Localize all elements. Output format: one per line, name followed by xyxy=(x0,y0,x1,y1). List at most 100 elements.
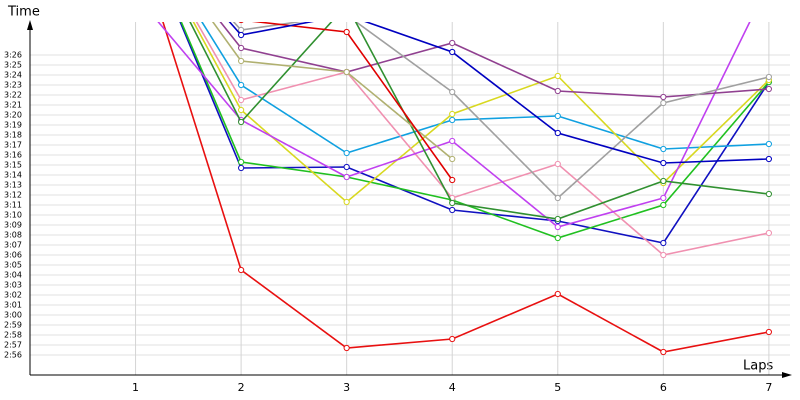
point xyxy=(238,266,245,274)
x-tick-label: 2 xyxy=(238,381,245,394)
x-axis-label: Laps xyxy=(743,359,773,374)
point xyxy=(660,177,667,185)
point xyxy=(343,68,350,76)
point xyxy=(765,155,772,163)
x-tick-label: 1 xyxy=(132,381,139,394)
y-tick-label: 3:26 xyxy=(4,51,22,60)
point xyxy=(554,160,561,168)
point xyxy=(344,2,349,7)
point xyxy=(660,348,667,356)
series-line xyxy=(251,22,453,181)
point xyxy=(660,99,667,107)
point xyxy=(449,199,456,207)
y-tick-label: 2:58 xyxy=(4,331,22,340)
point xyxy=(660,145,667,153)
point xyxy=(765,73,772,81)
y-tick-label: 3:13 xyxy=(4,181,22,190)
point xyxy=(238,96,245,104)
y-tick-label: 3:12 xyxy=(4,191,22,200)
y-tick-label: 2:57 xyxy=(4,341,22,350)
point xyxy=(343,28,350,36)
x-tick-label: 3 xyxy=(343,381,350,394)
point xyxy=(765,328,772,336)
y-tick-label: 3:05 xyxy=(4,261,22,270)
y-tick-label: 3:23 xyxy=(4,81,22,90)
point xyxy=(238,31,245,39)
point xyxy=(449,48,456,56)
point xyxy=(660,201,667,209)
point xyxy=(238,22,244,24)
point xyxy=(554,223,561,231)
y-tick-label: 3:02 xyxy=(4,291,22,300)
point xyxy=(660,194,667,202)
y-tick-label: 3:19 xyxy=(4,121,22,130)
point xyxy=(554,129,561,137)
y-tick-label: 3:25 xyxy=(4,61,22,70)
y-tick-label: 3:07 xyxy=(4,241,22,250)
y-tick-label: 2:56 xyxy=(4,351,22,360)
y-tick-label: 3:10 xyxy=(4,211,22,220)
y-tick-label: 3:15 xyxy=(4,161,22,170)
series-line xyxy=(211,22,453,160)
point xyxy=(554,290,561,298)
point xyxy=(765,140,772,148)
point xyxy=(660,239,667,247)
y-tick-label: 3:20 xyxy=(4,111,22,120)
point xyxy=(660,159,667,167)
y-tick-label: 3:08 xyxy=(4,231,22,240)
point xyxy=(343,198,350,206)
y-tick-label: 3:03 xyxy=(4,281,22,290)
point xyxy=(765,190,772,198)
point xyxy=(238,118,245,126)
y-tick-label: 3:14 xyxy=(4,171,22,180)
y-tick-label: 3:04 xyxy=(4,271,22,280)
point xyxy=(554,87,561,95)
point xyxy=(343,173,350,181)
point xyxy=(238,44,245,52)
point xyxy=(554,234,561,242)
point xyxy=(449,155,456,163)
point xyxy=(238,57,245,65)
point xyxy=(238,158,245,166)
point xyxy=(554,194,561,202)
y-tick-label: 3:17 xyxy=(4,141,22,150)
point xyxy=(660,93,667,101)
point xyxy=(343,344,350,352)
point xyxy=(554,112,561,120)
point xyxy=(343,163,350,171)
y-tick-label: 3:11 xyxy=(4,201,22,210)
y-tick-label: 3:01 xyxy=(4,301,22,310)
point xyxy=(449,39,456,47)
y-tick-label: 3:09 xyxy=(4,221,22,230)
x-tick-label: 6 xyxy=(660,381,667,394)
point xyxy=(765,85,772,93)
point xyxy=(343,149,350,157)
y-tick-label: 3:06 xyxy=(4,251,22,260)
point xyxy=(765,229,772,237)
point xyxy=(554,215,561,223)
point xyxy=(449,137,456,145)
y-tick-label: 3:22 xyxy=(4,91,22,100)
y-tick-label: 3:24 xyxy=(4,71,22,80)
point xyxy=(660,251,667,259)
plot-area xyxy=(157,2,772,356)
x-tick-label: 5 xyxy=(554,381,561,394)
x-arrow xyxy=(782,372,792,378)
y-arrow xyxy=(27,20,33,30)
y-tick-label: 2:59 xyxy=(4,321,22,330)
y-tick-label: 3:21 xyxy=(4,101,22,110)
point xyxy=(344,12,349,17)
point xyxy=(554,72,561,80)
y-tick-label: 3:16 xyxy=(4,151,22,160)
point xyxy=(344,12,349,17)
grid xyxy=(30,22,790,375)
point xyxy=(238,81,245,89)
point xyxy=(449,335,456,343)
point xyxy=(449,110,456,118)
point xyxy=(449,206,456,214)
point xyxy=(449,88,456,96)
x-tick-label: 7 xyxy=(765,381,772,394)
x-tick-label: 4 xyxy=(449,381,456,394)
point xyxy=(449,176,456,184)
